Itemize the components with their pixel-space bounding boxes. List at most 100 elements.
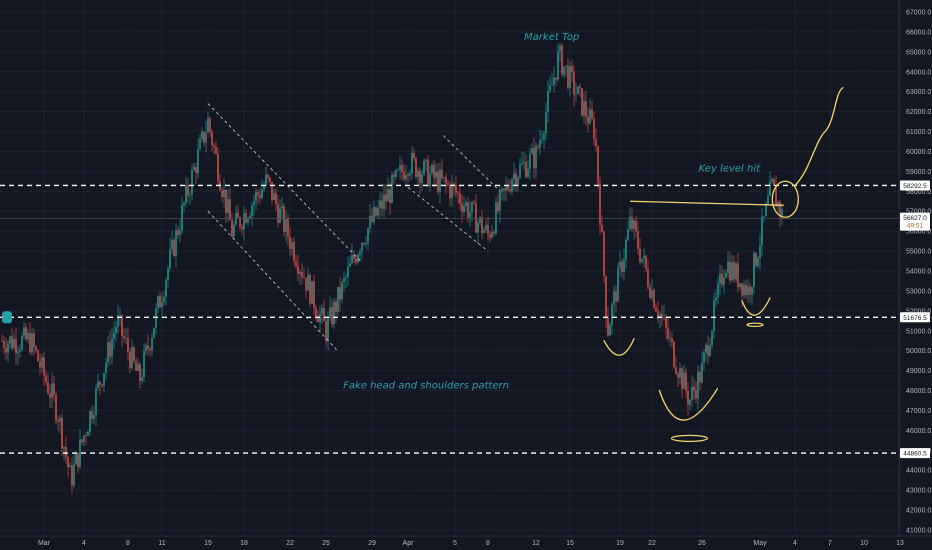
- channel-line: [442, 135, 501, 192]
- candle-body: [139, 364, 141, 382]
- candle-body: [717, 283, 719, 298]
- current-price-tag-bg: [900, 212, 930, 231]
- candle-body: [669, 337, 671, 339]
- candle-body: [471, 201, 473, 213]
- level-marker-badge[interactable]: [2, 311, 12, 324]
- candle-body: [59, 417, 61, 422]
- countdown-timer: 49:51: [907, 223, 924, 230]
- candle-body: [171, 239, 173, 250]
- candle-body: [647, 268, 649, 287]
- candle-body: [13, 339, 15, 349]
- candle-body: [713, 300, 715, 332]
- level-price-tag-bg: [900, 312, 930, 323]
- candle-body: [453, 183, 455, 186]
- candle-body: [197, 149, 199, 174]
- candle-body: [317, 316, 319, 322]
- candle-body: [193, 167, 195, 171]
- y-tick-label: 65000.0: [906, 49, 931, 56]
- key-level-circle: [771, 180, 799, 218]
- price-labels: 58292.5 51676.5 44860.5 56627.049:51: [900, 180, 930, 459]
- candle-body: [499, 191, 501, 211]
- candle-body: [587, 116, 589, 124]
- candle-body: [101, 384, 103, 386]
- candle-body: [241, 226, 243, 230]
- candle-body: [759, 245, 761, 258]
- candle-body: [339, 287, 341, 300]
- candle-body: [549, 85, 551, 91]
- candle-body: [179, 230, 181, 235]
- candle-body: [495, 202, 497, 234]
- candle-body: [273, 192, 275, 201]
- candle-body: [423, 161, 425, 175]
- candle-body: [405, 174, 407, 180]
- candle-body: [455, 185, 457, 193]
- x-tick-label: 22: [286, 540, 294, 547]
- candle-body: [15, 339, 17, 354]
- candle-body: [167, 268, 169, 281]
- candle-body: [27, 333, 29, 340]
- candle-body: [547, 90, 549, 113]
- candle-body: [679, 368, 681, 378]
- candle-body: [765, 203, 767, 217]
- candle-body: [231, 220, 233, 237]
- candle-body: [673, 341, 675, 368]
- candle-body: [225, 189, 227, 214]
- current-price-tag: 56627.049:51: [900, 212, 930, 231]
- candle-body: [611, 304, 613, 325]
- candle-body: [57, 420, 59, 422]
- y-tick-label: 57000.0: [906, 209, 931, 216]
- candle-body: [519, 164, 521, 178]
- candle-body: [767, 196, 769, 204]
- candle-body: [707, 344, 709, 356]
- candle-body: [91, 411, 93, 419]
- candle-body: [71, 465, 73, 486]
- candle-body: [559, 45, 561, 52]
- candle-body: [329, 307, 331, 319]
- candle-body: [475, 203, 477, 233]
- candle-body: [17, 351, 19, 354]
- level-marker[interactable]: [2, 311, 12, 324]
- candle-body: [577, 86, 579, 94]
- candle-body: [689, 399, 691, 405]
- candle-body: [585, 101, 587, 117]
- candle-body: [407, 174, 409, 176]
- candle-body: [481, 217, 483, 234]
- candle-body: [545, 112, 547, 134]
- candle-body: [51, 383, 53, 398]
- candle-body: [69, 465, 71, 468]
- y-tick-label: 53000.0: [906, 288, 931, 295]
- candle-body: [81, 439, 83, 443]
- candle-body: [137, 364, 139, 371]
- x-tick-label: 19: [616, 540, 624, 547]
- candle-body: [607, 317, 609, 336]
- candle-body: [281, 206, 283, 209]
- candle-body: [491, 231, 493, 238]
- candle-body: [265, 174, 267, 186]
- candle-body: [279, 208, 281, 223]
- candle-body: [641, 258, 643, 262]
- candle-body: [315, 308, 317, 317]
- candle-body: [215, 147, 217, 154]
- candle-body: [733, 262, 735, 280]
- candle-body: [485, 225, 487, 231]
- candle-body: [527, 168, 529, 177]
- candle-body: [779, 202, 781, 217]
- candle-body: [153, 327, 155, 338]
- candle-body: [509, 189, 511, 192]
- candle-body: [599, 183, 601, 225]
- candle-body: [465, 202, 467, 206]
- candle-body: [117, 315, 119, 327]
- candle-body: [529, 153, 531, 169]
- candle-body: [569, 66, 571, 88]
- candle-body: [657, 311, 659, 318]
- candle-body: [301, 271, 303, 278]
- candle-body: [477, 222, 479, 233]
- x-axis[interactable]: Mar 4 8 11 15 18 22 25 29 Apr 5 8 12 15 19 22 26 May 4 7 10 1…: [0, 535, 932, 547]
- y-tick-label: 66000.0: [906, 29, 931, 36]
- candle-body: [73, 464, 75, 486]
- x-tick-label: 10: [860, 540, 868, 547]
- candle-body: [185, 184, 187, 203]
- head-curve: [658, 387, 719, 421]
- candle-body: [173, 239, 175, 257]
